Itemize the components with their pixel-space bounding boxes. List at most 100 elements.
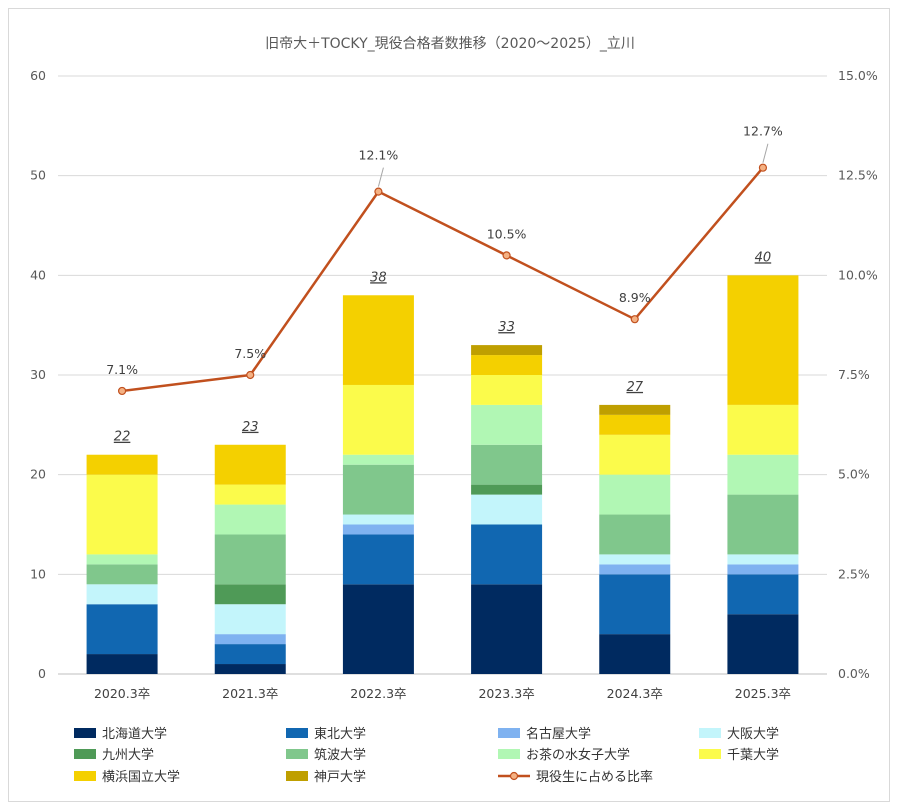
legend-label: 北海道大学	[102, 726, 167, 742]
bar-segment	[214, 504, 286, 535]
ratio-label-leader	[762, 143, 769, 163]
legend-swatch	[286, 771, 308, 781]
bar-segment	[342, 295, 414, 385]
ratio-point	[117, 386, 127, 396]
bar-segment	[86, 654, 158, 674]
ratio-label: 7.5%	[234, 346, 266, 361]
y-tick-label: 30	[30, 367, 46, 382]
y2-tick-label: 12.5%	[838, 168, 878, 183]
bar-segment	[86, 454, 158, 475]
bar-segment	[471, 444, 543, 485]
ratio-label-leader	[377, 167, 384, 187]
bar-segment	[214, 634, 286, 645]
bar-segment	[214, 584, 286, 605]
bar-segment	[342, 534, 414, 585]
bar-segment	[342, 384, 414, 455]
legend-label: 大阪大学	[727, 726, 779, 742]
bar-segment	[214, 644, 286, 665]
bar-segment	[342, 464, 414, 515]
legend-label: 東北大学	[314, 726, 366, 742]
ratio-point	[502, 251, 511, 260]
bar-segment	[727, 614, 799, 674]
legend-swatch	[74, 771, 96, 781]
y2-tick-label: 7.5%	[838, 367, 870, 382]
bar-segment	[342, 524, 414, 535]
bar-segment	[727, 275, 799, 405]
ratio-label: 8.9%	[619, 290, 651, 305]
ratio-label: 10.5%	[487, 226, 527, 241]
y2-tick-label: 2.5%	[838, 566, 870, 581]
bar-segment	[86, 474, 158, 555]
bar-segment	[86, 554, 158, 565]
legend-label: 現役生に占める比率	[536, 769, 653, 785]
bar-segment	[727, 454, 799, 495]
legend-label: 神戸大学	[314, 769, 366, 785]
x-tick-label: 2025.3卒	[735, 686, 791, 701]
legend-line-marker	[509, 771, 519, 781]
y2-tick-label: 0.0%	[838, 666, 870, 681]
legend-label: お茶の水女子大学	[526, 747, 630, 763]
x-tick-label: 2022.3卒	[350, 686, 406, 701]
bars: 22 23 38 33 27 40	[86, 250, 799, 674]
legend-swatch	[74, 728, 96, 738]
legend-swatch	[286, 728, 308, 738]
bar-segment	[214, 484, 286, 505]
y2-tick-label: 10.0%	[838, 267, 878, 282]
bar-segment	[214, 444, 286, 485]
ratio-label: 12.1%	[359, 148, 399, 163]
legend-swatch	[699, 749, 721, 759]
legend-label: 千葉大学	[727, 747, 779, 763]
bar-total-label: 23	[242, 420, 259, 435]
bar-segment	[599, 414, 671, 435]
ratio-label: 7.1%	[106, 362, 138, 377]
bar-segment	[214, 604, 286, 635]
legend-swatch	[74, 749, 96, 759]
bar-total-label: 27	[626, 380, 643, 395]
legend-label: 名古屋大学	[526, 726, 591, 742]
y-tick-label: 0	[38, 666, 46, 681]
y-tick-label: 60	[30, 68, 46, 83]
bar-segment	[342, 454, 414, 465]
legend-label: 横浜国立大学	[102, 769, 180, 785]
ratio-point	[630, 315, 639, 324]
bar-segment	[599, 474, 671, 515]
bar-segment	[86, 604, 158, 655]
ratio-point	[758, 163, 768, 172]
bar-segment	[727, 404, 799, 455]
y-tick-label: 10	[30, 566, 46, 581]
bar-segment	[86, 584, 158, 605]
ratio-line-path	[121, 166, 764, 393]
bar-total-label: 22	[114, 430, 131, 445]
legend-swatch	[699, 728, 721, 738]
x-tick-label: 2023.3卒	[478, 686, 534, 701]
gridlines	[58, 75, 827, 675]
bar-segment	[471, 494, 543, 525]
bar-segment	[471, 524, 543, 585]
bar-segment	[471, 584, 543, 674]
bar-segment	[214, 664, 286, 674]
bar-segment	[599, 564, 671, 575]
legend-swatch	[498, 749, 520, 759]
x-tick-label: 2021.3卒	[222, 686, 278, 701]
bar-segment	[471, 484, 543, 495]
y-tick-label: 40	[30, 267, 46, 282]
bar-segment	[727, 554, 799, 565]
y-tick-label: 50	[30, 168, 46, 183]
bar-segment	[471, 355, 543, 375]
axes: 0 10 20 30 40 50 60 0.0% 2.5% 5.0% 7.5% 10.0% 12.5% 1…	[30, 68, 878, 701]
bar-segment	[599, 554, 671, 565]
bar-segment	[599, 404, 671, 415]
bar-segment	[599, 514, 671, 555]
legend-swatch	[498, 728, 520, 738]
ratio-line: 7.1% 7.5% 12.1% 10.5% 8.9% 12.7%	[106, 124, 783, 396]
bar-segment	[599, 434, 671, 475]
bar-segment	[86, 564, 158, 585]
bar-segment	[599, 634, 671, 674]
y2-tick-label: 15.0%	[838, 68, 878, 83]
bar-segment	[727, 564, 799, 575]
bar-segment	[727, 574, 799, 615]
x-tick-label: 2020.3卒	[94, 686, 150, 701]
y2-tick-label: 5.0%	[838, 467, 870, 482]
bar-segment	[599, 574, 671, 635]
